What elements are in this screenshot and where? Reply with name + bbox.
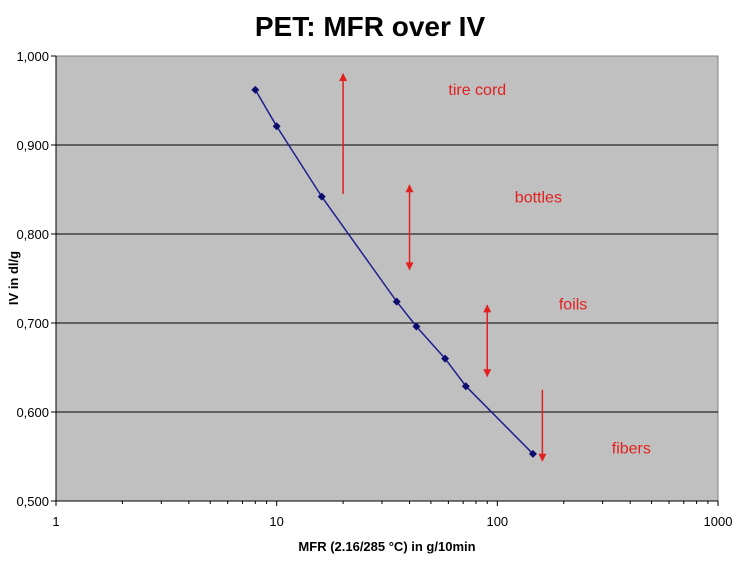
annotation-label: bottles bbox=[515, 190, 562, 207]
data-point bbox=[392, 297, 401, 306]
x-tick-label: 100 bbox=[486, 514, 508, 529]
series bbox=[251, 85, 537, 458]
x-axis-label: MFR (2.16/285 °C) in g/10min bbox=[298, 539, 475, 554]
plot-area bbox=[55, 55, 719, 502]
y-tick-label: 0,900 bbox=[16, 138, 49, 153]
data-point bbox=[528, 449, 537, 458]
data-point bbox=[441, 354, 450, 363]
annotation-label: fibers bbox=[612, 441, 651, 458]
data-point bbox=[461, 382, 470, 391]
y-tick-label: 0,700 bbox=[16, 316, 49, 331]
x-tick-label: 10 bbox=[269, 514, 283, 529]
data-point bbox=[272, 122, 281, 131]
y-tick-label: 0,600 bbox=[16, 405, 49, 420]
axes bbox=[51, 55, 719, 506]
chart-title: PET: MFR over IV bbox=[255, 11, 486, 42]
data-point bbox=[251, 85, 260, 94]
y-tick-label: 1,000 bbox=[16, 49, 49, 64]
series-line bbox=[254, 89, 534, 455]
y-tick-label: 0,500 bbox=[16, 494, 49, 509]
tick-labels: 0,500 0,600 0,700 0,800 0,900 1,000 1 10 100 1000 bbox=[16, 49, 732, 529]
grid-lines bbox=[56, 144, 718, 413]
y-tick-label: 0,800 bbox=[16, 227, 49, 242]
data-point bbox=[317, 192, 326, 201]
x-tick-label: 1 bbox=[52, 514, 59, 529]
annotation-label: foils bbox=[559, 296, 587, 313]
annotations: tire cord bottles foils fibers bbox=[339, 73, 651, 462]
annotation-label: tire cord bbox=[448, 82, 506, 99]
y-axis-label: IV in dl/g bbox=[6, 251, 21, 305]
data-point bbox=[412, 322, 421, 331]
x-tick-label: 1000 bbox=[704, 514, 733, 529]
